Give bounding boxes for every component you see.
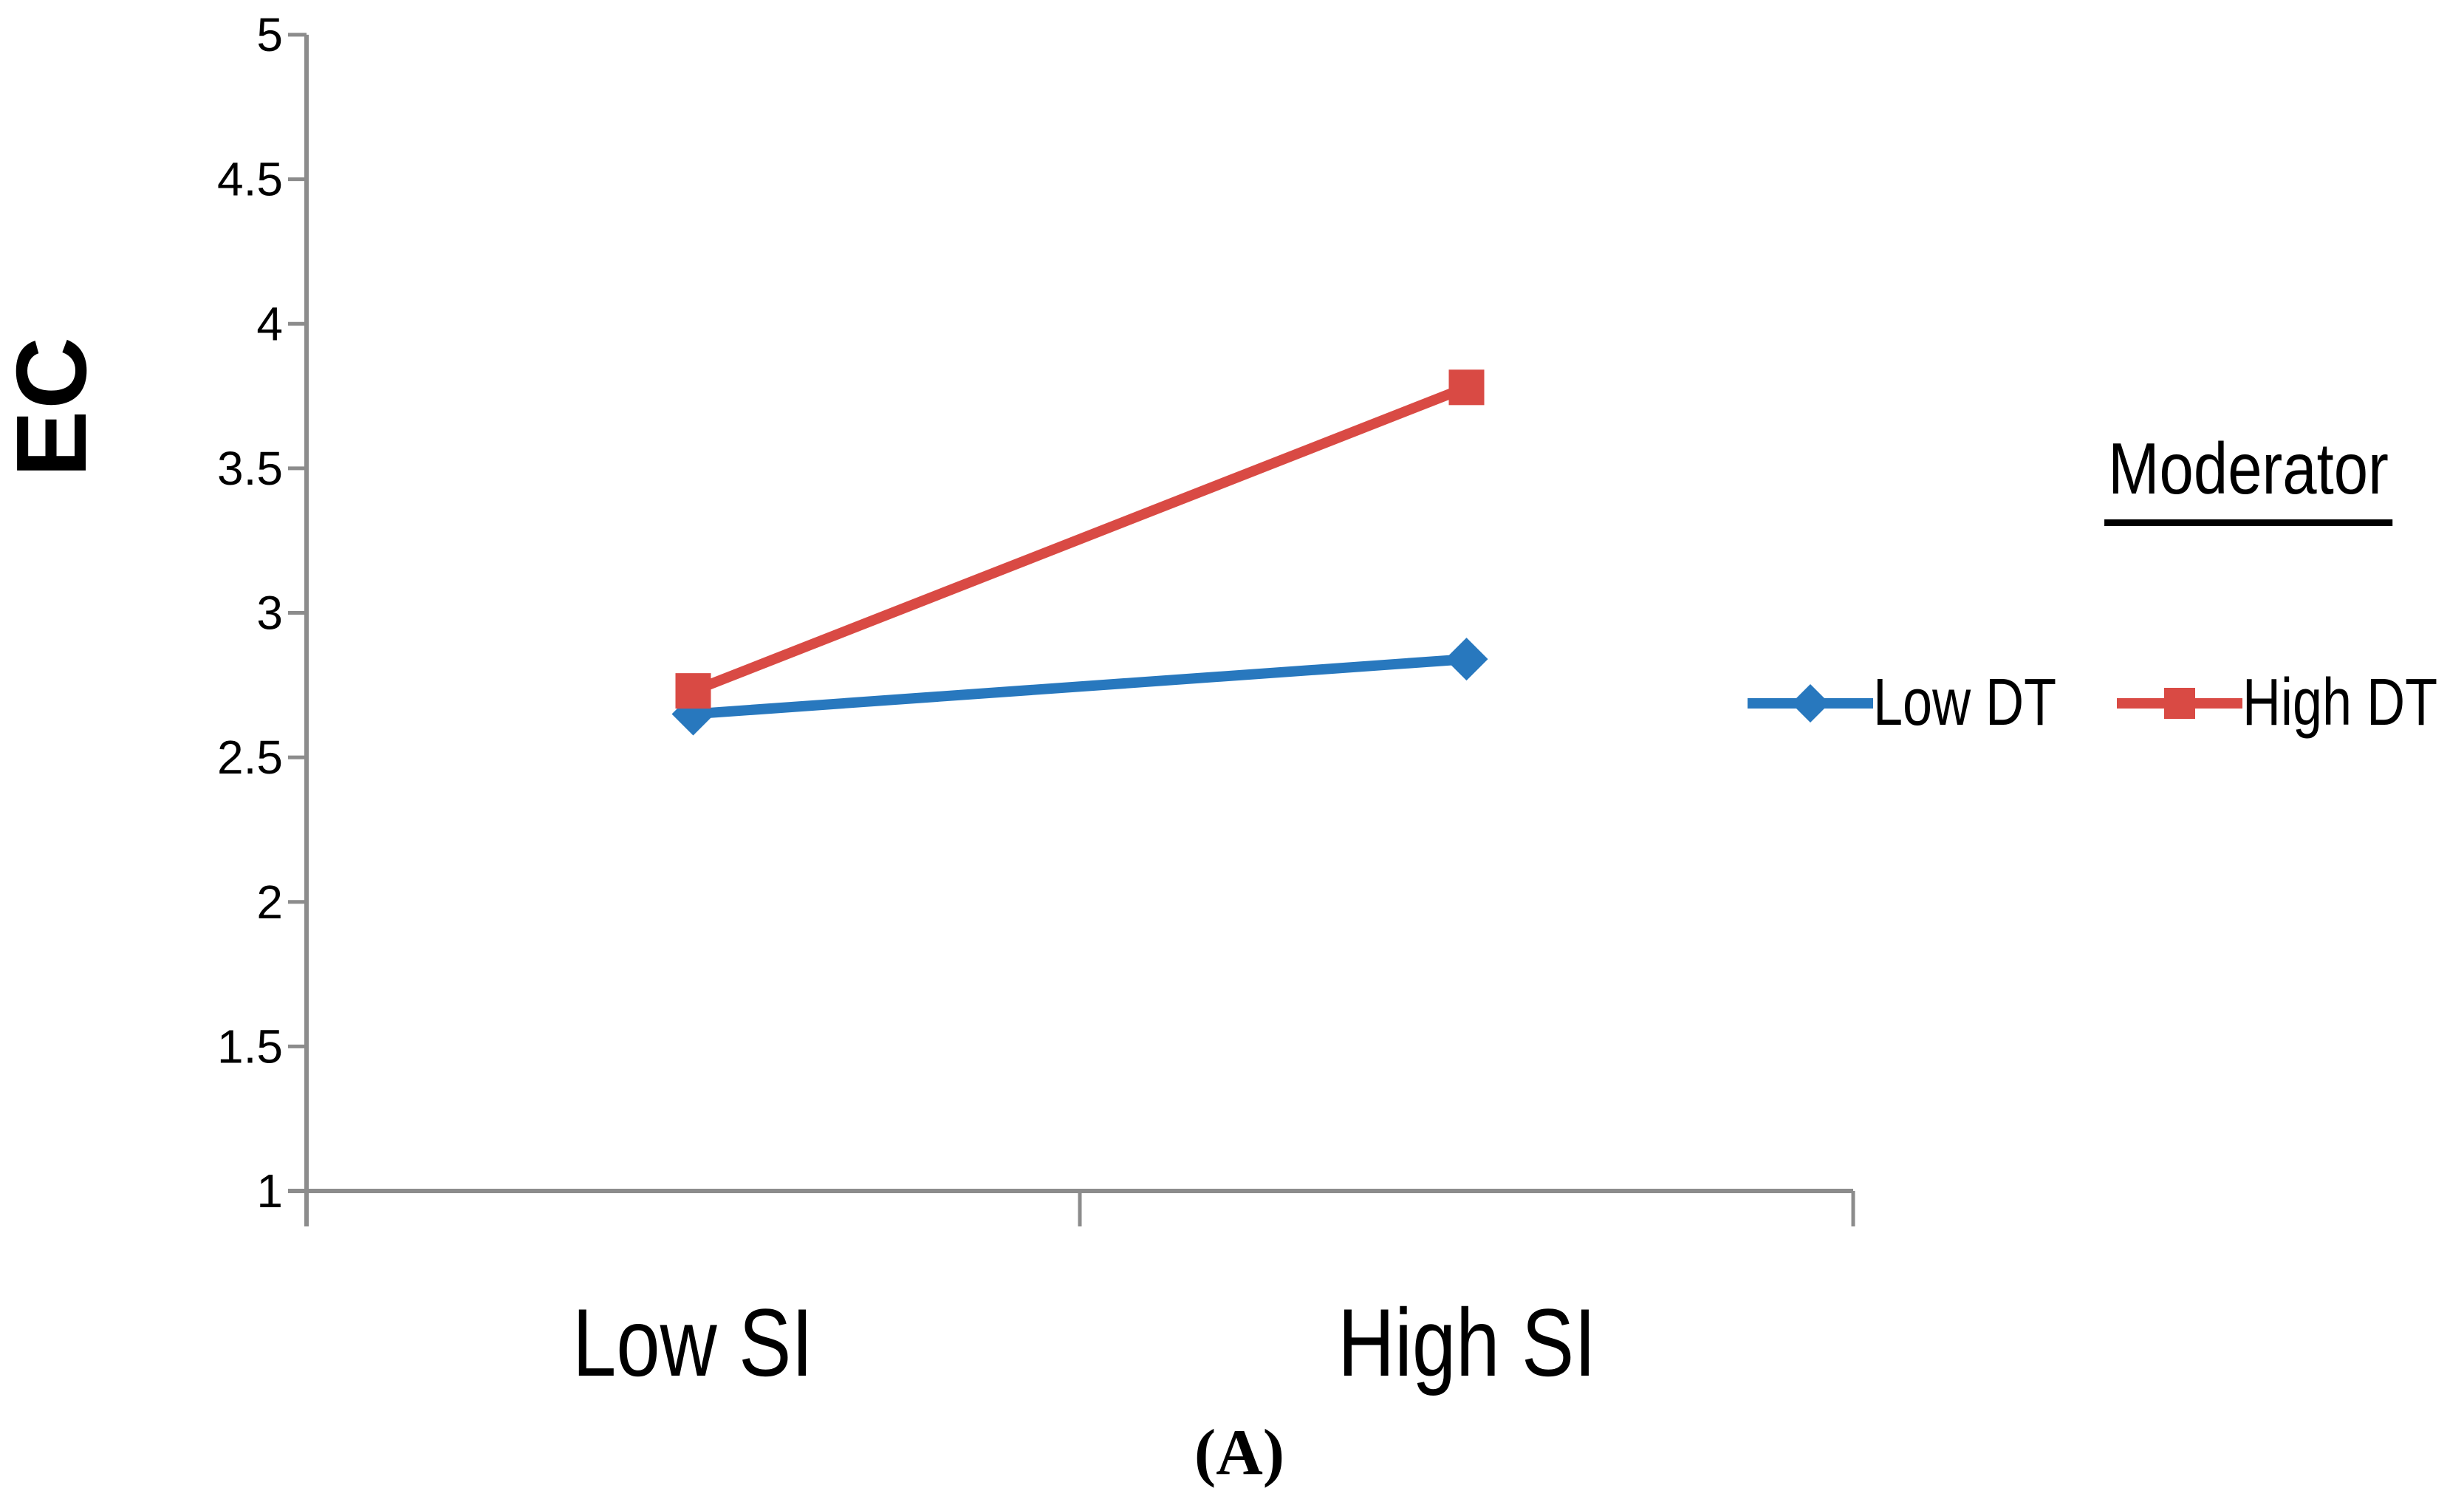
legend-marker — [1791, 683, 1830, 723]
x-category-label-low-si: Low SI — [572, 1288, 813, 1396]
series-line-high-dt — [691, 382, 1469, 696]
y-tick-label: 1 — [256, 1164, 283, 1218]
high-dt-line-square-icon — [2117, 687, 2243, 719]
legend-entry-high-dt: High DT — [2117, 665, 2464, 741]
data-point-high-dt-1 — [1448, 369, 1485, 406]
legend-marker — [2164, 687, 2196, 719]
series-line-low-dt — [693, 654, 1467, 720]
y-tick-label: 4.5 — [217, 153, 283, 206]
legend-title: Moderator — [2104, 427, 2392, 526]
legend-entry-low-dt: Low DT — [1748, 665, 2102, 741]
data-point-low-dt-1 — [1445, 638, 1488, 681]
panel-caption: (A) — [1194, 1417, 1285, 1489]
y-tick-label: 2 — [256, 875, 283, 929]
y-tick-label: 3 — [256, 587, 283, 640]
x-category-label-high-si: High SI — [1338, 1288, 1596, 1396]
legend-label-low-dt: Low DT — [1873, 666, 2057, 740]
low-dt-line-diamond-icon — [1748, 683, 1873, 723]
y-tick-label: 4 — [256, 297, 283, 350]
y-tick-label: 5 — [256, 8, 283, 61]
y-axis-title: EC — [0, 335, 107, 477]
legend-label-high-dt: High DT — [2242, 666, 2438, 740]
y-tick-label: 1.5 — [217, 1020, 283, 1073]
data-point-high-dt-0 — [675, 673, 711, 709]
y-tick-label: 2.5 — [217, 731, 283, 784]
y-tick-label: 3.5 — [217, 442, 283, 495]
legend: Low DT High DT — [1748, 665, 2464, 741]
